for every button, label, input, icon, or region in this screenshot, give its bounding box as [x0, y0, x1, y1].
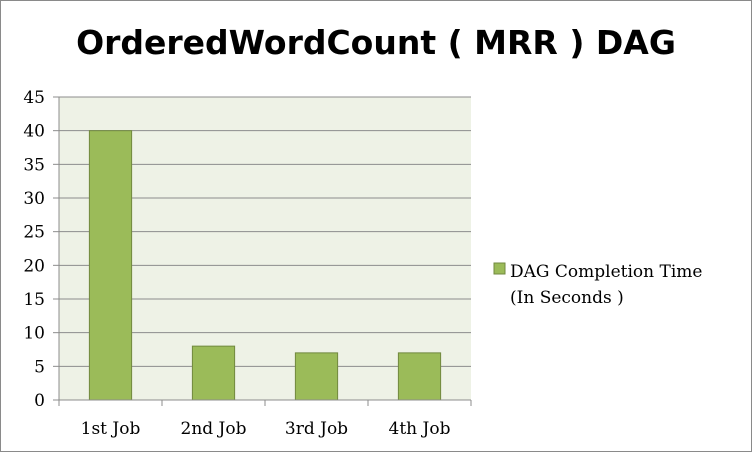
x-tick-labels: 1st Job 2nd Job 3rd Job 4th Job: [81, 419, 451, 439]
axes: [53, 96, 472, 406]
chart-title: OrderedWordCount ( MRR ) DAG: [76, 23, 676, 62]
legend-label-line-1: DAG Completion Time: [510, 262, 702, 282]
x-tick-label: 4th Job: [389, 419, 451, 439]
bar: [294, 352, 339, 401]
bar: [88, 130, 133, 401]
y-tick-label: 40: [23, 122, 45, 142]
y-tick-label: 10: [23, 324, 45, 344]
bar: [191, 345, 236, 401]
legend: DAG Completion Time (In Seconds ): [493, 262, 702, 308]
legend-label-line-2: (In Seconds ): [510, 288, 624, 308]
y-tick-labels: 0 5 10 15 20 25 30 35 40 45: [23, 88, 45, 411]
x-tick-label: 2nd Job: [181, 419, 247, 439]
bars: [88, 130, 442, 401]
y-tick-label: 5: [34, 357, 45, 377]
x-tick-label: 1st Job: [81, 419, 141, 439]
bar: [397, 352, 442, 401]
y-tick-label: 30: [23, 189, 45, 209]
y-tick-label: 45: [23, 88, 45, 108]
y-tick-label: 0: [34, 391, 45, 411]
y-tick-label: 20: [23, 256, 45, 276]
y-tick-label: 35: [23, 155, 45, 175]
legend-swatch: [493, 262, 506, 275]
y-tick-label: 25: [23, 223, 45, 243]
y-tick-label: 15: [23, 290, 45, 310]
x-tick-label: 3rd Job: [285, 419, 348, 439]
